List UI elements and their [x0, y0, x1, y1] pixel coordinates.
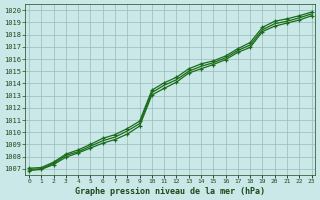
X-axis label: Graphe pression niveau de la mer (hPa): Graphe pression niveau de la mer (hPa)	[75, 187, 265, 196]
